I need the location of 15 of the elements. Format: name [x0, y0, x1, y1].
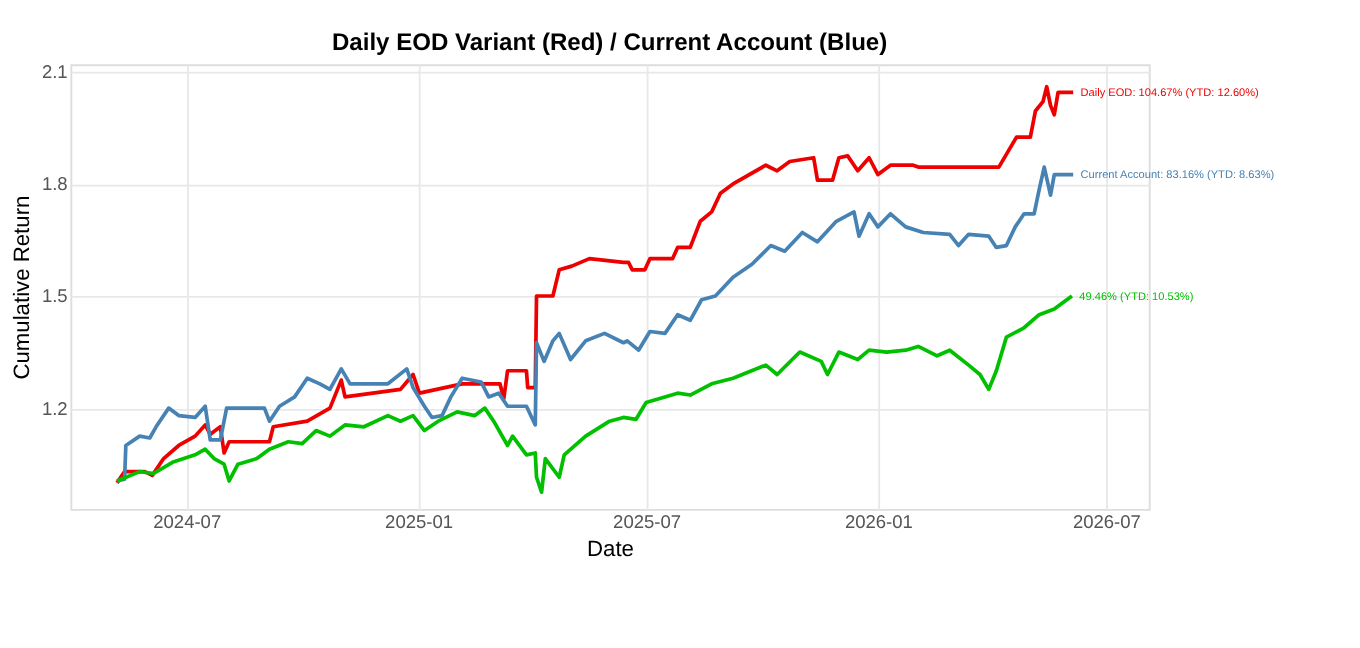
x-tick-label: 2025-01	[385, 512, 453, 533]
y-tick-label: 1.8	[41, 174, 68, 195]
y-tick-label: 1.2	[41, 398, 68, 419]
x-tick-label: 2025-07	[613, 512, 681, 533]
line-series	[115, 84, 1076, 485]
y-tick-label: 1.5	[41, 286, 68, 307]
x-tick-label: 2026-01	[844, 512, 913, 533]
x-tick-label: 2026-07	[1072, 512, 1141, 533]
y-axis-title: Cumulative Return	[10, 195, 35, 380]
y-tick-label: 2.1	[41, 62, 68, 83]
x-axis-title: Date	[587, 538, 634, 563]
chart-title: Daily EOD Variant (Red) / Current Account (Blue)	[331, 27, 888, 56]
line-series	[115, 165, 1076, 483]
line-series	[115, 294, 1074, 495]
x-tick-label: 2024-07	[153, 512, 222, 533]
